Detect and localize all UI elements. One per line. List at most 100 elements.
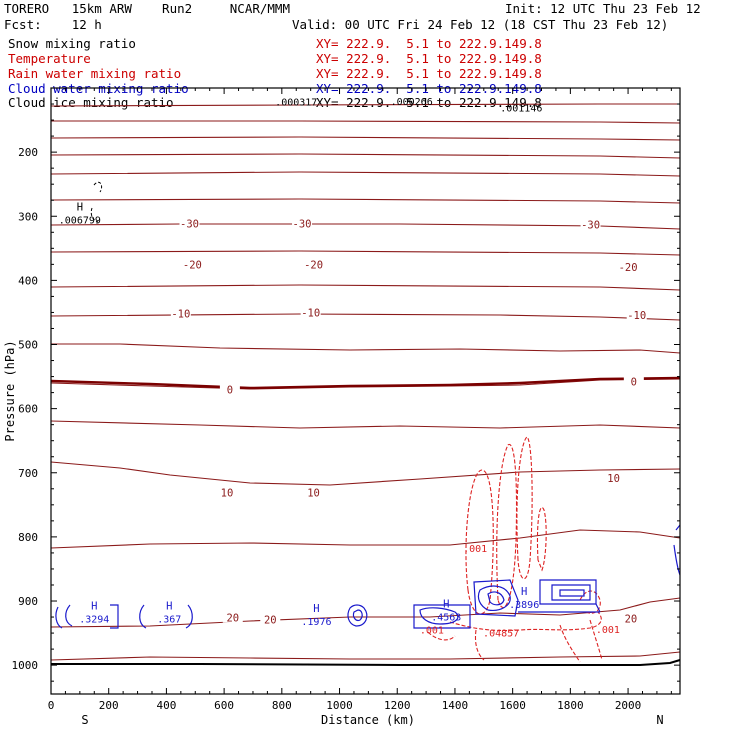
cloud-water-contour: [185, 604, 193, 629]
isotherm-label-bg: [618, 260, 639, 272]
legend-temperature-xy: XY= 222.9. 5.1 to 222.9.149.8: [316, 51, 542, 66]
x-tick-label: 1400: [442, 699, 469, 712]
isotherm-line: [50, 313, 681, 321]
isotherm-label: 0: [227, 384, 233, 396]
rain-contour: [465, 469, 494, 615]
forecast-hour: Fcst: 12 h: [4, 17, 102, 32]
cloud-water-contour: [487, 591, 505, 606]
maximum-value-label: .000317: [275, 98, 317, 109]
isotherm-line: [50, 171, 681, 177]
cloud-water-contour: [419, 607, 459, 625]
legend-rain: Rain water mixing ratio: [8, 66, 182, 81]
isotherm-label: -30: [581, 220, 600, 232]
isotherm-label: -10: [301, 307, 320, 319]
isotherm-label: 10: [307, 488, 320, 500]
isotherm-label: -30: [180, 218, 199, 230]
cloud-water-contour: [413, 604, 471, 629]
maximum-marker: H: [521, 586, 527, 598]
valid-time: Valid: 00 UTC Fri 24 Feb 12 (18 CST Thu …: [292, 17, 669, 32]
isotherm-label-bg: [260, 613, 281, 625]
rain-contour: [579, 590, 601, 614]
legend-snow-xy: XY= 222.9. 5.1 to 222.9.149.8: [316, 36, 542, 51]
isotherm-line: [50, 103, 680, 107]
isotherm-label-bg: [300, 306, 321, 318]
cloud-water-contour: [477, 585, 511, 611]
isotherm-line: [51, 120, 681, 124]
x-tick-label: 1800: [557, 699, 584, 712]
isotherm-label: 0: [631, 377, 637, 389]
maximum-value-label: .006799: [59, 216, 101, 227]
isotherm-label-bg: [222, 611, 243, 623]
maximum-value-label: .000266: [391, 97, 433, 108]
maximum-value-label: .001: [420, 625, 444, 636]
legend-snow: Snow mixing ratio: [8, 36, 136, 51]
isotherm-label: 10: [221, 488, 234, 500]
isotherm-line: [50, 198, 681, 204]
x-tick-label: 1000: [326, 699, 353, 712]
x-tick-label: 400: [156, 699, 176, 712]
maximum-value-label: .001: [463, 544, 487, 555]
cloud-water-contour: [675, 524, 681, 531]
x-tick-label: 0: [48, 699, 55, 712]
y-tick-label: 800: [18, 531, 38, 544]
maximum-marker: H: [91, 601, 97, 613]
isotherm-line: [50, 250, 681, 256]
y-tick-label: 700: [18, 467, 38, 480]
maximum-value-label: .4563: [431, 613, 461, 624]
maximum-value-label: .3896: [509, 600, 539, 611]
isotherm-label: 20: [625, 613, 638, 625]
rain-contour: [496, 443, 518, 608]
isotherm-label: 10: [607, 473, 620, 485]
isotherm-line: [50, 153, 681, 159]
north-label: N: [656, 713, 663, 727]
isotherm-line: [50, 284, 681, 291]
isotherm-label-bg: [626, 309, 647, 321]
y-tick-label: 200: [18, 146, 38, 159]
maximum-value-label: .1976: [301, 617, 331, 628]
isotherm-line: [50, 420, 681, 429]
rain-contour: [427, 631, 456, 641]
cloud-water-contour: [65, 604, 73, 627]
isotherm-label-bg: [603, 471, 624, 483]
legend-rain-xy: XY= 222.9. 5.1 to 222.9.149.8: [316, 66, 542, 81]
x-tick-label: 200: [99, 699, 119, 712]
x-tick-label: 800: [272, 699, 292, 712]
isotherm-label: -20: [619, 262, 638, 274]
legend-temperature: Temperature: [8, 51, 91, 66]
isotherm-label-bg: [620, 612, 641, 624]
isotherm-label-bg: [303, 486, 324, 498]
maximum-marker: H: [443, 599, 449, 611]
cloud-water-contour: [139, 604, 147, 629]
rain-contour: [516, 436, 533, 580]
cloud-water-contour: [473, 579, 519, 617]
isotherm-line: [51, 343, 681, 354]
cloud-water-contour: [55, 606, 63, 629]
cloud-water-contour: [347, 604, 368, 627]
isotherm-label: -10: [171, 309, 190, 321]
maximum-value-label: .367: [157, 615, 181, 626]
x-tick-label: 2000: [615, 699, 642, 712]
isotherm-label: -30: [293, 218, 312, 230]
isotherm-label: 20: [226, 613, 239, 625]
cloud-water-contour: [595, 603, 601, 613]
legend-cloud-ice-xy: XY= 222.9. 5.1 to 222.9.149.8: [316, 95, 542, 110]
x-axis-label: Distance (km): [321, 713, 415, 727]
y-tick-label: 600: [18, 403, 38, 416]
isotherm-line: [50, 529, 681, 549]
y-tick-label: 300: [18, 210, 38, 223]
maximum-value-label: .001146: [500, 103, 542, 114]
rain-contour: [589, 619, 603, 661]
isotherm-line: [50, 651, 681, 661]
maximum-marker: H: [77, 202, 83, 214]
isotherm-label-bg: [623, 375, 644, 387]
x-tick-label: 1600: [499, 699, 526, 712]
isotherm-line: [50, 597, 681, 628]
rain-contour: [474, 629, 485, 661]
freezing-level-line: [50, 376, 681, 390]
cloud-water-contour: [551, 584, 591, 601]
rain-contour: [536, 507, 547, 572]
isotherm-label-bg: [303, 258, 324, 270]
isotherm-label-bg: [182, 258, 203, 270]
isotherm-label-bg: [580, 218, 601, 230]
isotherm-line: [50, 136, 681, 141]
